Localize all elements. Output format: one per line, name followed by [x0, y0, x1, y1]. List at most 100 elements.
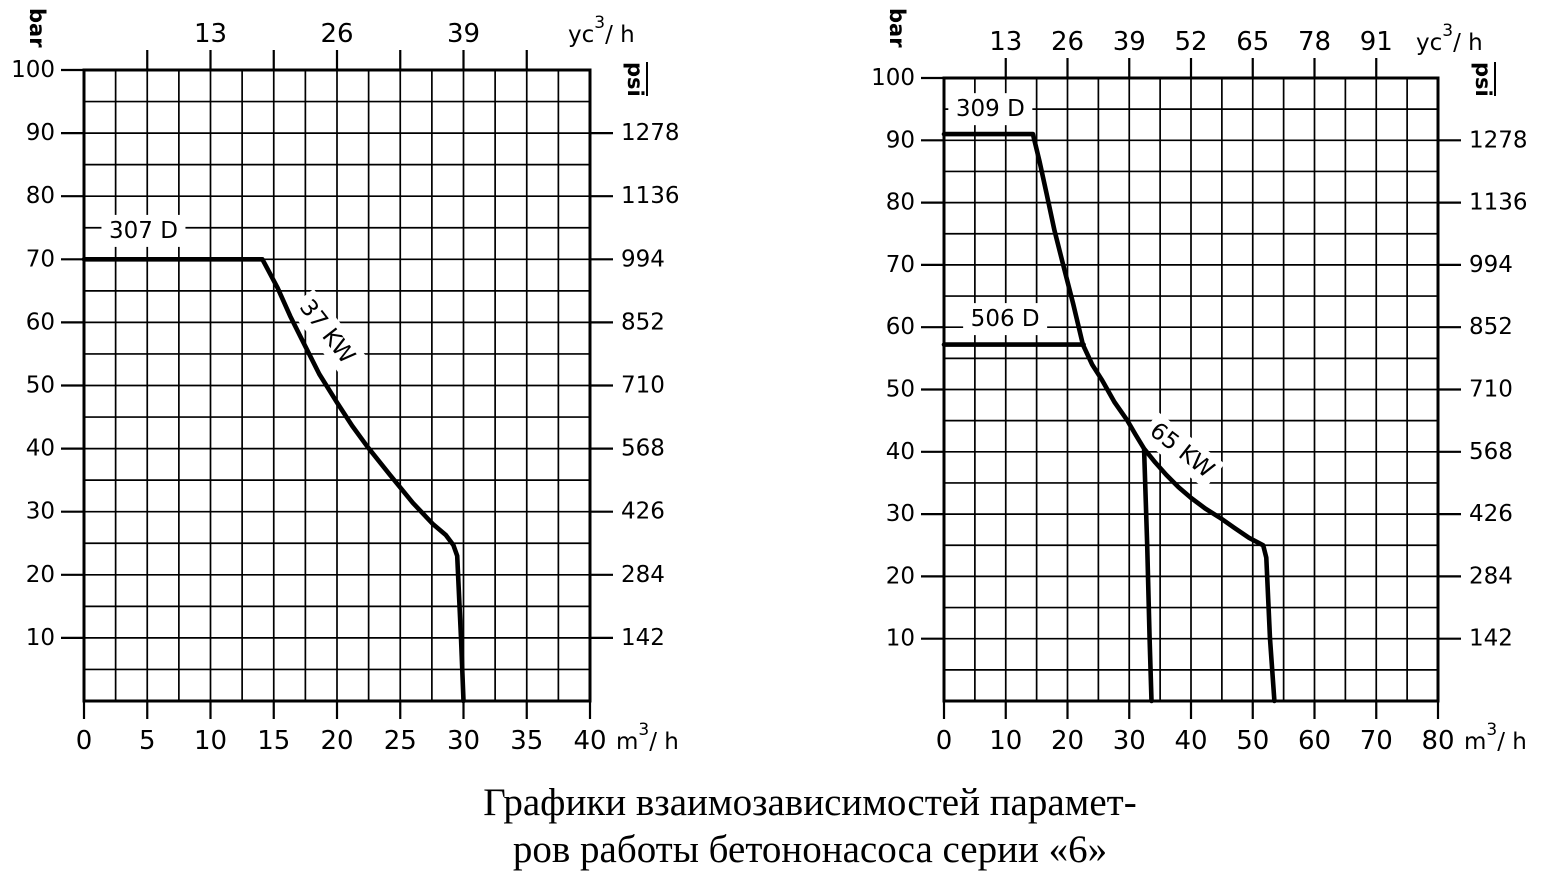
- bottom-tick-label: 35: [510, 726, 543, 756]
- bottom-tick-label: 30: [1113, 726, 1146, 756]
- psi-tick-label: 1136: [621, 183, 680, 209]
- psi-tick-label: 568: [1469, 439, 1513, 465]
- label-65-kw-box: [1138, 412, 1225, 490]
- bar-tick-label: 60: [886, 314, 915, 340]
- bottom-tick-label: 25: [384, 726, 417, 756]
- bar-tick-label: 50: [26, 373, 55, 399]
- chart-left-307d: 1009080706050403020101278113699485271056…: [11, 8, 680, 756]
- psi-tick-label: 994: [1469, 252, 1513, 278]
- bar-tick-label: 100: [11, 57, 55, 83]
- chart-right-309d-506d: 1009080706050403020101278113699485271056…: [871, 8, 1528, 756]
- bottom-axis: 0 5 10 15 20 25 30 35 40 m3/ h: [76, 701, 679, 756]
- psi-unit-text: psi: [1471, 62, 1495, 97]
- label-309-d-box: [948, 93, 1033, 126]
- bottom-tick-label: 20: [1051, 726, 1084, 756]
- label-506-d-text: 506 D: [971, 306, 1040, 332]
- bottom-axis-unit: m3/ h: [1464, 720, 1527, 755]
- top-axis: 13 26 39 52 65 78 91 yc3/ h: [989, 21, 1483, 78]
- top-axis: 13 26 39 yc3/ h: [146, 13, 635, 70]
- bar-unit-text: bar: [885, 8, 909, 48]
- bar-tick-label: 40: [26, 436, 55, 462]
- psi-axis: 1278 1136 994 852 710 568 426 284 142: [590, 120, 680, 651]
- bottom-axis-unit: m3/ h: [616, 720, 679, 755]
- psi-tick-label: 426: [621, 499, 665, 525]
- bar-tick-label: 50: [886, 377, 915, 403]
- bar-tick-label: 90: [886, 127, 915, 153]
- bar-tick-label: 90: [26, 120, 55, 146]
- label-309-d: 309 D: [948, 93, 1033, 126]
- bar-tick-label: 10: [886, 626, 915, 652]
- psi-tick-label: 284: [1469, 563, 1513, 589]
- psi-unit-label: psi: [1471, 62, 1496, 97]
- psi-tick-label: 1278: [1469, 127, 1528, 153]
- curves: [941, 131, 1277, 704]
- bar-tick-label: 70: [886, 252, 915, 278]
- psi-tick-label: 852: [621, 309, 665, 335]
- grid: [84, 70, 590, 701]
- psi-tick-label: 142: [621, 625, 665, 651]
- curve-labels: 309 D 506 D 65 KW: [948, 93, 1225, 490]
- top-tick-label: 13: [194, 19, 227, 49]
- label-65-kw: 65 KW: [1138, 412, 1225, 490]
- psi-unit-label: psi: [623, 62, 648, 97]
- psi-tick-label: 710: [621, 373, 665, 399]
- bottom-tick-label: 80: [1421, 726, 1454, 756]
- bottom-tick-label: 15: [257, 726, 290, 756]
- top-tick-label: 65: [1236, 27, 1269, 57]
- top-tick-label: 39: [447, 19, 480, 49]
- top-tick-label: 26: [1051, 27, 1084, 57]
- bar-tick-label: 20: [26, 562, 55, 588]
- bottom-tick-label: 0: [76, 726, 93, 756]
- psi-tick-label: 142: [1469, 626, 1513, 652]
- top-axis-unit: yc3/ h: [568, 13, 635, 48]
- bar-axis: 100 90 80 70 60 50 40 30 20 10: [11, 57, 84, 651]
- bar-tick-label: 20: [886, 563, 915, 589]
- curves: [81, 257, 466, 704]
- bottom-tick-label: 60: [1298, 726, 1331, 756]
- label-309-d-text: 309 D: [956, 96, 1025, 122]
- bar-unit-label: bar: [885, 8, 909, 48]
- bottom-tick-label: 30: [447, 726, 480, 756]
- top-tick-label: 13: [989, 27, 1022, 57]
- bottom-tick-label: 10: [194, 726, 227, 756]
- bottom-tick-label: 40: [573, 726, 606, 756]
- bottom-tick-label: 0: [936, 726, 953, 756]
- bottom-tick-label: 50: [1236, 726, 1269, 756]
- curve-309-d: [941, 131, 1277, 704]
- top-axis-unit: yc3/ h: [1416, 21, 1483, 56]
- bar-tick-label: 30: [26, 499, 55, 525]
- psi-tick-label: 1136: [1469, 190, 1528, 216]
- bottom-tick-label: 20: [320, 726, 353, 756]
- bar-tick-label: 70: [26, 246, 55, 272]
- top-tick-label: 26: [320, 19, 353, 49]
- bar-tick-label: 40: [886, 439, 915, 465]
- bar-tick-label: 80: [886, 190, 915, 216]
- top-tick-label: 91: [1360, 27, 1393, 57]
- bar-tick-label: 100: [871, 65, 915, 91]
- bar-tick-label: 10: [26, 625, 55, 651]
- top-tick-label: 39: [1113, 27, 1146, 57]
- bar-tick-label: 30: [886, 501, 915, 527]
- psi-tick-label: 1278: [621, 120, 680, 146]
- curve-307-d: [81, 257, 466, 704]
- grid: [944, 78, 1438, 701]
- bottom-axis: 0 10 20 30 40 50 60 70 80 m3/ h: [936, 701, 1527, 756]
- curve-labels: 307 D37 KW: [101, 214, 366, 375]
- label-37-kw-box: [288, 288, 366, 375]
- psi-axis: 1278 1136 994 852 710 568 426 284 142: [1438, 127, 1528, 652]
- bar-tick-label: 60: [26, 309, 55, 335]
- curve-309-d-flow-limit: [1141, 447, 1154, 704]
- label-307-d-text: 307 D: [109, 218, 178, 244]
- bar-axis: 100 90 80 70 60 50 40 30 20 10: [871, 65, 944, 652]
- bottom-tick-label: 40: [1174, 726, 1207, 756]
- bottom-tick-label: 70: [1360, 726, 1393, 756]
- bar-unit-label: bar: [25, 8, 49, 48]
- caption-line-2: ров работы бетононасоса серии «6»: [512, 828, 1108, 871]
- psi-tick-label: 710: [1469, 377, 1513, 403]
- top-tick-label: 78: [1298, 27, 1331, 57]
- psi-tick-label: 852: [1469, 314, 1513, 340]
- bottom-tick-label: 10: [989, 726, 1022, 756]
- label-307-d-box: [101, 214, 186, 247]
- caption-line-1: Графики взаимозависимостей парамет-: [483, 781, 1137, 824]
